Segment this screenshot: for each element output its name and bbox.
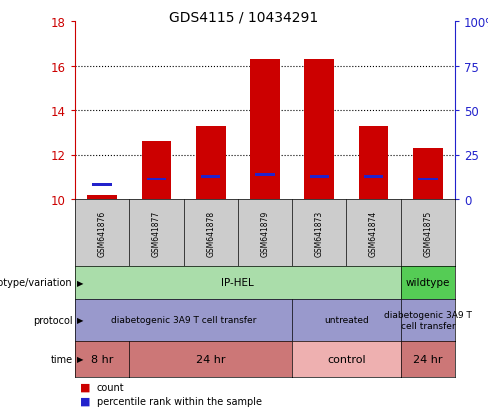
Bar <box>359 126 388 199</box>
Text: ▶: ▶ <box>78 316 84 325</box>
Bar <box>309 176 329 179</box>
Text: control: control <box>327 354 366 364</box>
Bar <box>142 142 171 199</box>
Bar <box>250 60 280 199</box>
Text: diabetogenic 3A9 T cell transfer: diabetogenic 3A9 T cell transfer <box>111 316 256 325</box>
Text: wildtype: wildtype <box>406 278 450 288</box>
Bar <box>196 126 225 199</box>
Bar <box>255 174 275 176</box>
Text: GSM641877: GSM641877 <box>152 210 161 256</box>
Bar <box>413 148 443 199</box>
Text: 24 hr: 24 hr <box>196 354 225 364</box>
Text: IP-HEL: IP-HEL <box>222 278 254 288</box>
Bar <box>305 60 334 199</box>
Text: diabetogenic 3A9 T
cell transfer: diabetogenic 3A9 T cell transfer <box>384 311 472 330</box>
Text: GSM641873: GSM641873 <box>315 210 324 256</box>
Text: 24 hr: 24 hr <box>413 354 443 364</box>
Bar <box>92 184 112 186</box>
Bar <box>364 176 383 179</box>
Text: GDS4115 / 10434291: GDS4115 / 10434291 <box>169 10 319 24</box>
Text: 8 hr: 8 hr <box>91 354 113 364</box>
Text: GSM641878: GSM641878 <box>206 210 215 256</box>
Text: GSM641875: GSM641875 <box>424 210 432 256</box>
Text: GSM641874: GSM641874 <box>369 210 378 256</box>
Text: time: time <box>50 354 73 364</box>
Text: untreated: untreated <box>324 316 369 325</box>
Text: GSM641876: GSM641876 <box>98 210 107 256</box>
Text: protocol: protocol <box>33 315 73 325</box>
Bar <box>87 195 117 199</box>
Bar <box>418 178 438 181</box>
Text: ▶: ▶ <box>78 355 84 363</box>
Text: GSM641879: GSM641879 <box>261 210 269 256</box>
Bar <box>201 176 221 179</box>
Text: count: count <box>97 382 124 392</box>
Text: percentile rank within the sample: percentile rank within the sample <box>97 396 262 406</box>
Text: ▶: ▶ <box>78 278 84 287</box>
Text: genotype/variation: genotype/variation <box>0 278 73 288</box>
Text: ■: ■ <box>80 382 90 392</box>
Text: ■: ■ <box>80 396 90 406</box>
Bar <box>147 178 166 181</box>
